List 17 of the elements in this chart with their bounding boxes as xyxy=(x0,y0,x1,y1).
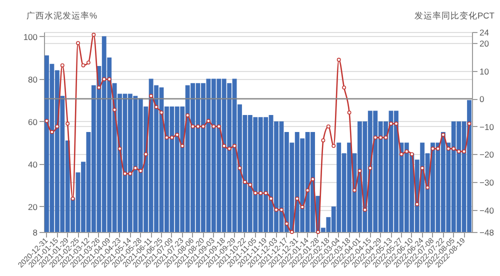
y-axis-title: 广西水泥发运率% xyxy=(26,10,98,20)
y-tick-label: 100 xyxy=(23,32,38,42)
y2-tick-label: 20 xyxy=(480,38,490,49)
y2-axis-title: 发运率同比变化PCT xyxy=(414,10,494,20)
y2-tick-label: −20 xyxy=(480,150,494,160)
y-tick-label: 80 xyxy=(28,74,38,84)
y-tick-label: 40 xyxy=(28,159,38,170)
y2-tick-label: −48 xyxy=(480,228,494,238)
y2-tick-label: 24 xyxy=(480,28,490,38)
y2-tick-label: −10 xyxy=(480,122,494,132)
y-tick-label: 60 xyxy=(28,116,38,127)
y2-tick-label: −30 xyxy=(480,178,494,188)
y2-tick-label: 0 xyxy=(480,94,484,104)
y-tick-label: 8 xyxy=(32,228,38,238)
y2-tick-label: 10 xyxy=(480,66,490,76)
y2-tick-label: −40 xyxy=(480,205,494,216)
y-tick-label: 20 xyxy=(28,202,38,212)
